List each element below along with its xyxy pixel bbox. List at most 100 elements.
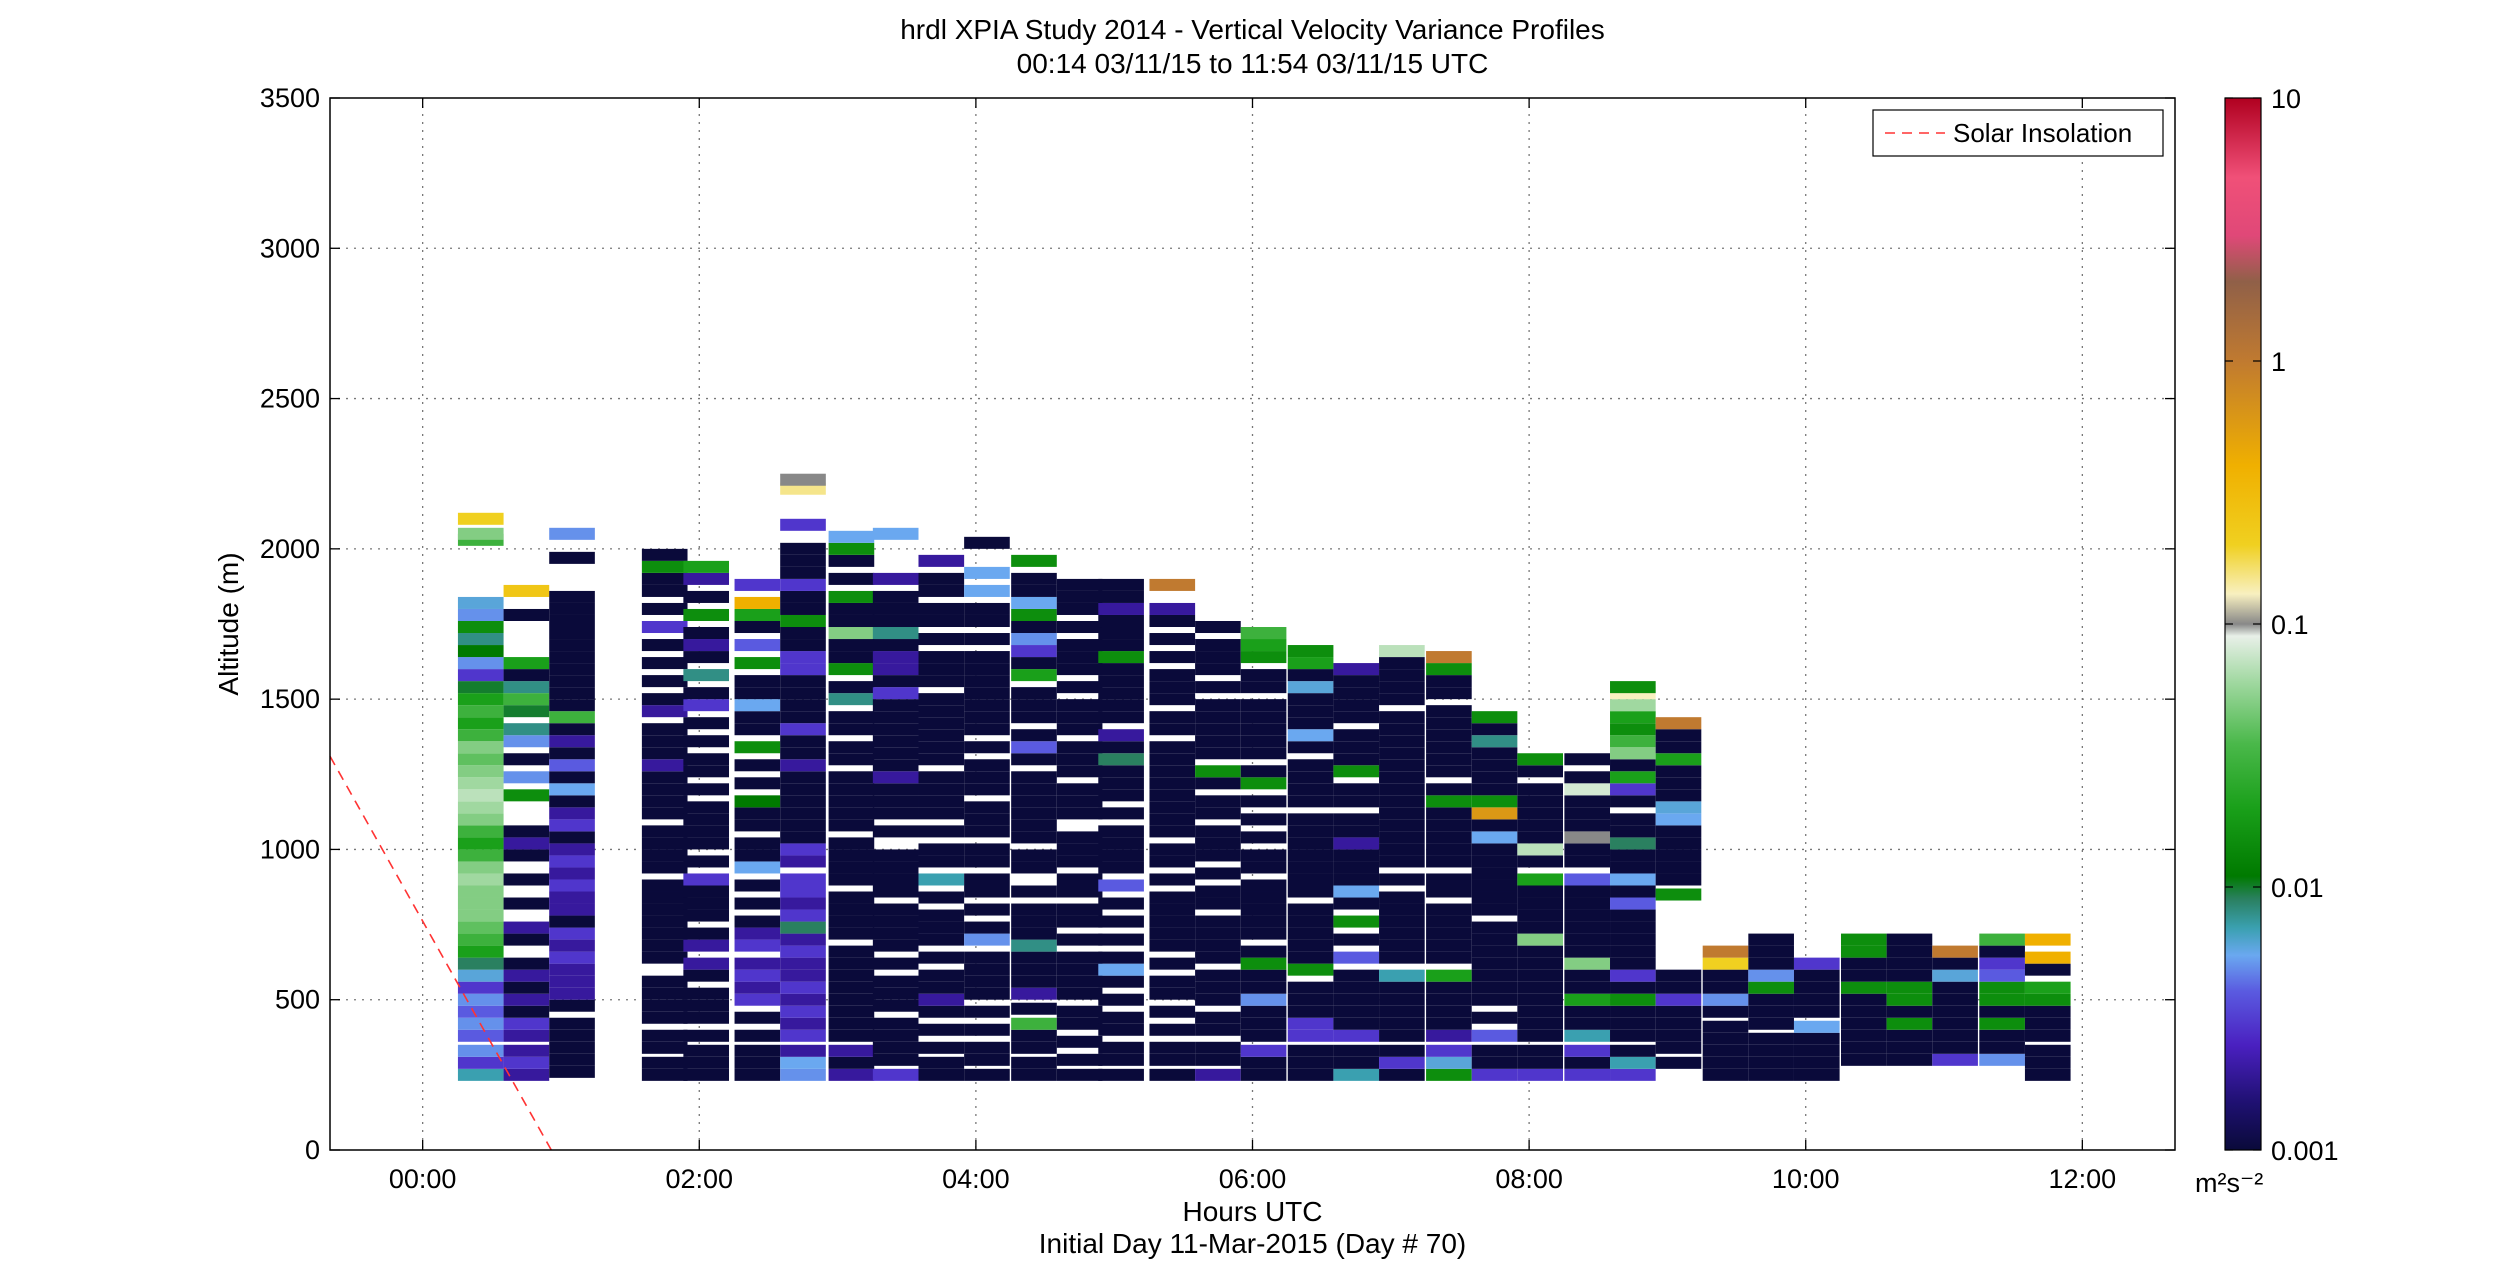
heatmap-cell-p12-c22: [1056, 741, 1103, 754]
heatmap-cell-p7-c1: [828, 1056, 875, 1069]
heatmap-cell-p13-c23: [1098, 729, 1144, 742]
heatmap-cell-p27-c8: [1748, 969, 1794, 982]
heatmap-cell-p10-c8: [964, 951, 1010, 964]
heatmap-cell-p33-c4: [2024, 1017, 2071, 1030]
heatmap-cell-p17-c19: [1287, 825, 1334, 838]
heatmap-cell-p19-c22: [1379, 783, 1425, 796]
heatmap-cell-p4-c33: [683, 572, 730, 585]
heatmap-cell-p7-c28: [828, 693, 875, 706]
heatmap-cell-p19-c26: [1379, 735, 1425, 748]
heatmap-cell-p3-c24: [641, 747, 688, 760]
heatmap-cell-p28-c7: [1793, 981, 1840, 994]
heatmap-cell-p18-c23: [1333, 753, 1380, 766]
heatmap-cell-p7-c9: [828, 957, 875, 970]
heatmap-cell-p12-c12: [1056, 885, 1103, 898]
heatmap-cell-p19-c21: [1379, 795, 1425, 808]
heatmap-cell-p24-c3: [1610, 1029, 1656, 1042]
heatmap-cell-p3-c13: [641, 891, 688, 904]
heatmap-cell-p12-c4: [1056, 1005, 1103, 1018]
heatmap-cell-p13-c8: [1098, 951, 1144, 964]
heatmap-cell-p32-c10: [1979, 933, 2025, 946]
heatmap-cell-p9-c18: [918, 795, 965, 808]
heatmap-cell-p10-c22: [964, 741, 1010, 754]
x-axis-sublabel: Initial Day 11-Mar-2015 (Day # 70): [1039, 1228, 1466, 1259]
heatmap-cell-p3-c33: [641, 602, 688, 615]
heatmap-cell-p12-c28: [1056, 651, 1103, 664]
heatmap-cell-p15-c27: [1195, 681, 1241, 694]
heatmap-cell-p4-c25: [683, 699, 730, 712]
heatmap-cell-p0-c0: [457, 1068, 504, 1081]
heatmap-cell-p15-c17: [1195, 825, 1241, 838]
heatmap-cell-p23-c21: [1564, 807, 1611, 820]
heatmap-cell-p13-c13: [1098, 861, 1144, 874]
heatmap-cell-p11-c38: [1011, 554, 1057, 567]
heatmap-cell-p17-c8: [1287, 963, 1334, 976]
heatmap-cell-p7-c13: [828, 903, 875, 916]
heatmap-cell-p21-c17: [1471, 843, 1518, 856]
heatmap-cell-p6-c29: [780, 711, 826, 724]
heatmap-cell-p4-c34: [683, 560, 730, 573]
heatmap-cell-p27-c10: [1748, 945, 1794, 958]
heatmap-cell-p19-c33: [1379, 645, 1425, 658]
heatmap-cell-p23-c5: [1564, 1005, 1611, 1018]
heatmap-cell-p5-c1: [734, 1056, 781, 1069]
heatmap-cell-p7-c30: [828, 663, 875, 676]
heatmap-cell-p5-c2: [734, 1044, 781, 1057]
heatmap-cell-p31-c2: [1932, 1029, 1978, 1042]
y-tick-label-3000: 3000: [260, 233, 320, 263]
heatmap-cell-p3-c1: [641, 1056, 688, 1069]
heatmap-cell-p11-c37: [1011, 572, 1057, 585]
heatmap-cell-p4-c24: [683, 717, 730, 730]
heatmap-cell-p16-c26: [1240, 711, 1287, 724]
heatmap-cell-p9-c33: [918, 584, 965, 597]
heatmap-cell-p21-c8: [1471, 957, 1518, 970]
heatmap-cell-p19-c13: [1379, 903, 1425, 916]
heatmap-cell-p19-c18: [1379, 831, 1425, 844]
heatmap-cell-p8-c32: [872, 639, 919, 652]
heatmap-cell-p6-c22: [780, 795, 826, 808]
heatmap-cell-p2-c21: [549, 807, 595, 820]
heatmap-cell-p1-c4: [503, 1017, 550, 1030]
heatmap-cell-p3-c7: [641, 975, 688, 988]
heatmap-cell-p23-c25: [1564, 753, 1611, 766]
heatmap-cell-p10-c25: [964, 699, 1010, 712]
heatmap-cell-p5-c27: [734, 675, 781, 688]
heatmap-cell-p21-c11: [1471, 921, 1518, 934]
legend-label-solar-insolation: Solar Insolation: [1953, 118, 2132, 148]
heatmap-cell-p2-c1: [549, 1053, 595, 1066]
heatmap-cell-p0-c9: [457, 957, 504, 970]
heatmap-cell-p12-c18: [1056, 795, 1103, 808]
heatmap-cell-p14-c9: [1149, 927, 1196, 940]
heatmap-cell-p24-c23: [1610, 783, 1656, 796]
heatmap-cell-p19-c17: [1379, 843, 1425, 856]
heatmap-cell-p23-c12: [1564, 921, 1611, 934]
heatmap-cell-p22-c4: [1517, 1017, 1563, 1030]
colorbar-tick-label-0-01: 0.01: [2271, 873, 2324, 903]
heatmap-cell-p8-c20: [872, 783, 919, 796]
heatmap-cell-p13-c35: [1098, 578, 1144, 591]
heatmap-cell-p6-c18: [780, 843, 826, 856]
heatmap-cell-p11-c24: [1011, 741, 1057, 754]
y-tick-label-1000: 1000: [260, 834, 320, 864]
heatmap-cell-p0-c29: [457, 717, 504, 730]
heatmap-cell-p24-c14: [1610, 897, 1656, 910]
heatmap-cell-p5-c22: [734, 741, 781, 754]
heatmap-cell-p30-c6: [1886, 981, 1933, 994]
heatmap-cell-p16-c28: [1240, 681, 1287, 694]
heatmap-cell-p14-c10: [1149, 915, 1196, 928]
heatmap-cell-p1-c19: [503, 753, 550, 766]
heatmap-cell-p17-c33: [1287, 645, 1334, 658]
chart-title: hrdl XPIA Study 2014 - Vertical Velocity…: [900, 14, 1605, 45]
heatmap-cell-p29-c1: [1840, 1041, 1887, 1054]
heatmap-cell-p7-c39: [828, 542, 875, 555]
heatmap-cell-p6-c30: [780, 699, 826, 712]
heatmap-cell-p4-c0: [683, 1068, 730, 1081]
heatmap-cell-p8-c18: [872, 807, 919, 820]
heatmap-cell-p12-c10: [1056, 915, 1103, 928]
heatmap-cell-p7-c31: [828, 651, 875, 664]
heatmap-cell-p2-c9: [549, 951, 595, 964]
heatmap-cell-p25-c22: [1655, 717, 1702, 730]
heatmap-cell-p22-c3: [1517, 1029, 1563, 1042]
heatmap-cell-p13-c30: [1098, 639, 1144, 652]
heatmap-cell-p16-c22: [1240, 765, 1287, 778]
